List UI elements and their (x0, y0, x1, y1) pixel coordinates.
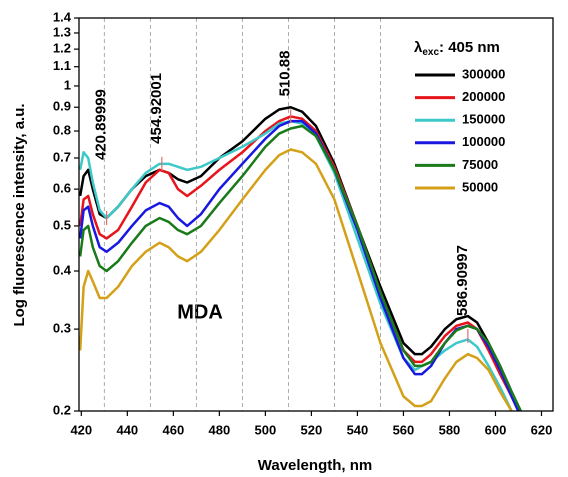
plot-frame (78, 17, 554, 412)
data-line (79, 115, 520, 411)
y-tick-label: 0.2 (53, 402, 71, 417)
y-tick-label: 1.1 (53, 58, 71, 73)
annotation-label: 454.92001 (148, 73, 165, 144)
y-tick-label: 0.9 (53, 99, 71, 114)
y-tick-label: 0.8 (53, 122, 71, 137)
x-tick-label: 540 (347, 422, 369, 437)
legend-title-text: : 405 nm (439, 39, 500, 56)
annotation-label: 510.88 (277, 51, 294, 97)
x-tick-label: 600 (485, 422, 507, 437)
x-tick-label: 520 (301, 422, 323, 437)
annotation: MDA (177, 301, 223, 323)
y-tick-label: 0.7 (53, 149, 71, 164)
annotation-label: 420.89999 (93, 89, 110, 160)
legend-title-subscript: exc (422, 47, 439, 58)
data-line (79, 148, 514, 411)
y-tick-label: 0.3 (53, 321, 71, 336)
y-tick-label: 1 (64, 77, 71, 92)
x-tick-label: 420 (70, 422, 92, 437)
legend-title-symbol: λ (414, 39, 423, 56)
legend-label: 75000 (462, 157, 498, 172)
y-tick-label: 1.2 (53, 41, 71, 56)
x-tick-label: 620 (531, 422, 553, 437)
legend-label: 100000 (462, 134, 505, 149)
annotation-label: 586.90997 (454, 245, 471, 316)
legend-label: 50000 (462, 179, 498, 194)
x-tick-label: 500 (255, 422, 277, 437)
legend-label: 150000 (462, 112, 505, 127)
x-tick-label: 440 (116, 422, 138, 437)
x-tick-label: 560 (393, 422, 415, 437)
legend-title: λexc: 405 nm (414, 39, 500, 58)
plot-area (79, 105, 523, 411)
y-tick-label: 1.4 (53, 9, 72, 24)
x-axis-title: Wavelength, nm (258, 457, 372, 474)
legend-label: 200000 (462, 89, 505, 104)
legend-label: 300000 (462, 66, 505, 81)
x-tick-label: 480 (209, 422, 231, 437)
y-tick-label: 0.4 (53, 262, 72, 277)
y-tick-label: 0.6 (53, 181, 71, 196)
x-tick-label: 580 (439, 422, 461, 437)
y-axis-title: Log fluorescence intensity, a.u. (11, 103, 28, 326)
x-tick-label: 460 (162, 422, 184, 437)
y-tick-label: 1.3 (53, 24, 71, 39)
y-tick-label: 0.5 (53, 217, 71, 232)
data-line (79, 124, 523, 411)
